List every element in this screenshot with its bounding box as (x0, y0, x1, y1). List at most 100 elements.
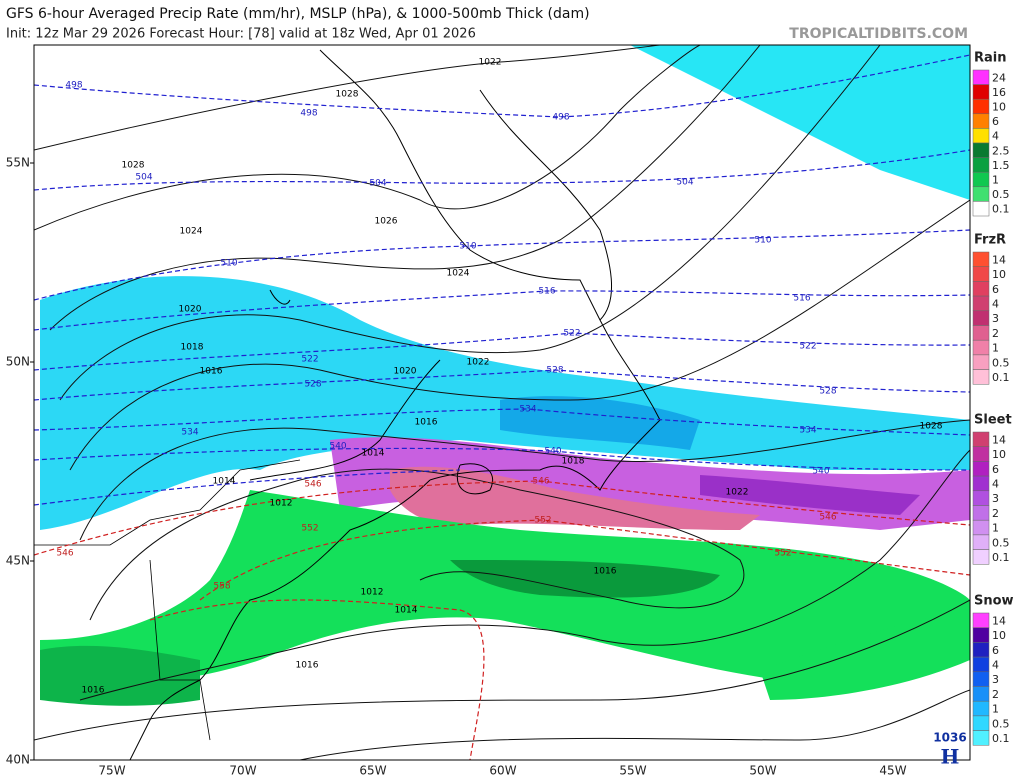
contour-label: 516 (793, 294, 810, 304)
lon-label: 65W (359, 764, 386, 778)
legend-label: 16 (992, 86, 1006, 99)
legend-swatch (972, 656, 990, 673)
legend-swatch (972, 354, 990, 370)
map-area (34, 45, 970, 760)
precip-rain (630, 45, 970, 200)
contour-label: 1020 (179, 305, 202, 315)
contour-label: 1020 (394, 367, 417, 377)
contour-label: 1014 (395, 606, 418, 616)
contour-label: 1028 (336, 90, 359, 100)
legend-label: 0.5 (992, 536, 1010, 549)
legend-swatch (972, 549, 990, 565)
legend-label: 1 (992, 522, 999, 535)
legend-label: 0.1 (992, 371, 1010, 384)
contour-label: 1022 (726, 488, 749, 498)
legend-label: 4 (992, 297, 999, 310)
legend-swatch (972, 519, 990, 536)
map-frame (33, 44, 971, 761)
contour-label: 516 (538, 287, 555, 297)
contour-label: 540 (329, 442, 346, 452)
legend-label: 14 (992, 433, 1006, 446)
legend-label: 4 (992, 658, 999, 671)
high-pressure-marker: H (941, 745, 960, 769)
legend-label: 2.5 (992, 144, 1010, 157)
legend-label: 1.5 (992, 159, 1010, 172)
lat-label: 50N (6, 355, 30, 369)
legend-swatch (972, 369, 990, 385)
legend-swatch (972, 505, 990, 521)
legend-label: 4 (992, 130, 999, 143)
legend-label: 1 (992, 342, 999, 355)
lon-label: 70W (229, 764, 256, 778)
legend-label: 2 (992, 327, 999, 340)
contour-label: 498 (65, 81, 82, 91)
legend-label: 2 (992, 688, 999, 701)
legend-swatch (972, 201, 990, 217)
contour-label: 552 (774, 549, 791, 559)
contour-label: 1028 (122, 161, 145, 171)
contour-label: 552 (534, 516, 551, 526)
precip-rain-heavy (500, 396, 700, 450)
contour-label: 546 (304, 480, 321, 490)
legend-label: 10 (992, 448, 1006, 461)
legend-swatch (972, 612, 990, 628)
legend-label: 14 (992, 614, 1006, 627)
contour-label: 1016 (594, 567, 617, 577)
subtitle: Init: 12z Mar 29 2026 Forecast Hour: [78… (6, 27, 476, 42)
legend-label: 6 (992, 283, 999, 296)
legend-label: 3 (992, 673, 999, 686)
lat-label: 55N (6, 156, 30, 170)
contour-label: 498 (300, 109, 317, 119)
precip-sleet-heavy (700, 475, 920, 515)
legend-swatch (972, 686, 990, 702)
legend-swatch (972, 339, 990, 356)
legend-label: 6 (992, 644, 999, 657)
contour-label: 504 (135, 173, 152, 183)
precip-rain-green (40, 490, 970, 690)
legend-label: 0.5 (992, 188, 1010, 201)
contour-label: 1016 (200, 367, 223, 377)
title: GFS 6-hour Averaged Precip Rate (mm/hr),… (6, 6, 590, 22)
legend-swatch (972, 325, 990, 341)
contour-label: 522 (301, 355, 318, 365)
lat-label: 45N (6, 554, 30, 568)
contour-label: 534 (799, 426, 816, 436)
contour-label: 522 (799, 342, 816, 352)
legend-swatch (972, 98, 990, 115)
legend-swatch (972, 671, 990, 687)
legend-title: Snow (974, 594, 1014, 609)
legend-label: 3 (992, 492, 999, 505)
precip-rain-green (40, 645, 200, 706)
legend-title: FrzR (974, 233, 1006, 248)
legend-swatch (972, 251, 990, 267)
legend-label: 10 (992, 268, 1006, 281)
contour-label: 546 (532, 477, 549, 487)
coastlines (129, 49, 661, 760)
legend-label: 0.1 (992, 551, 1010, 564)
legend-swatch (972, 142, 990, 158)
thickness-red (34, 480, 970, 760)
contour-label: 1014 (213, 477, 236, 487)
legend-swatch (972, 281, 990, 297)
legend-swatch (972, 730, 990, 746)
contour-label: 522 (563, 329, 580, 339)
contour-label: 528 (819, 387, 836, 397)
lon-label: 75W (98, 764, 125, 778)
contour-label: 546 (819, 513, 836, 523)
legend-swatch (972, 446, 990, 462)
legend-label: 6 (992, 115, 999, 128)
legend-label: 10 (992, 629, 1006, 642)
legend-swatch (972, 431, 990, 447)
legend-swatch (972, 157, 990, 173)
legend-title: Rain (974, 51, 1007, 66)
legend-swatch (972, 186, 990, 202)
contour-label: 540 (812, 467, 829, 477)
contour-label: 504 (369, 179, 386, 189)
contour-label: 504 (676, 178, 693, 188)
contour-label: 510 (459, 242, 476, 252)
precip-rain-green (760, 610, 970, 700)
isobars (34, 45, 970, 760)
contour-label: 552 (301, 524, 318, 534)
legend-swatch (972, 627, 990, 643)
